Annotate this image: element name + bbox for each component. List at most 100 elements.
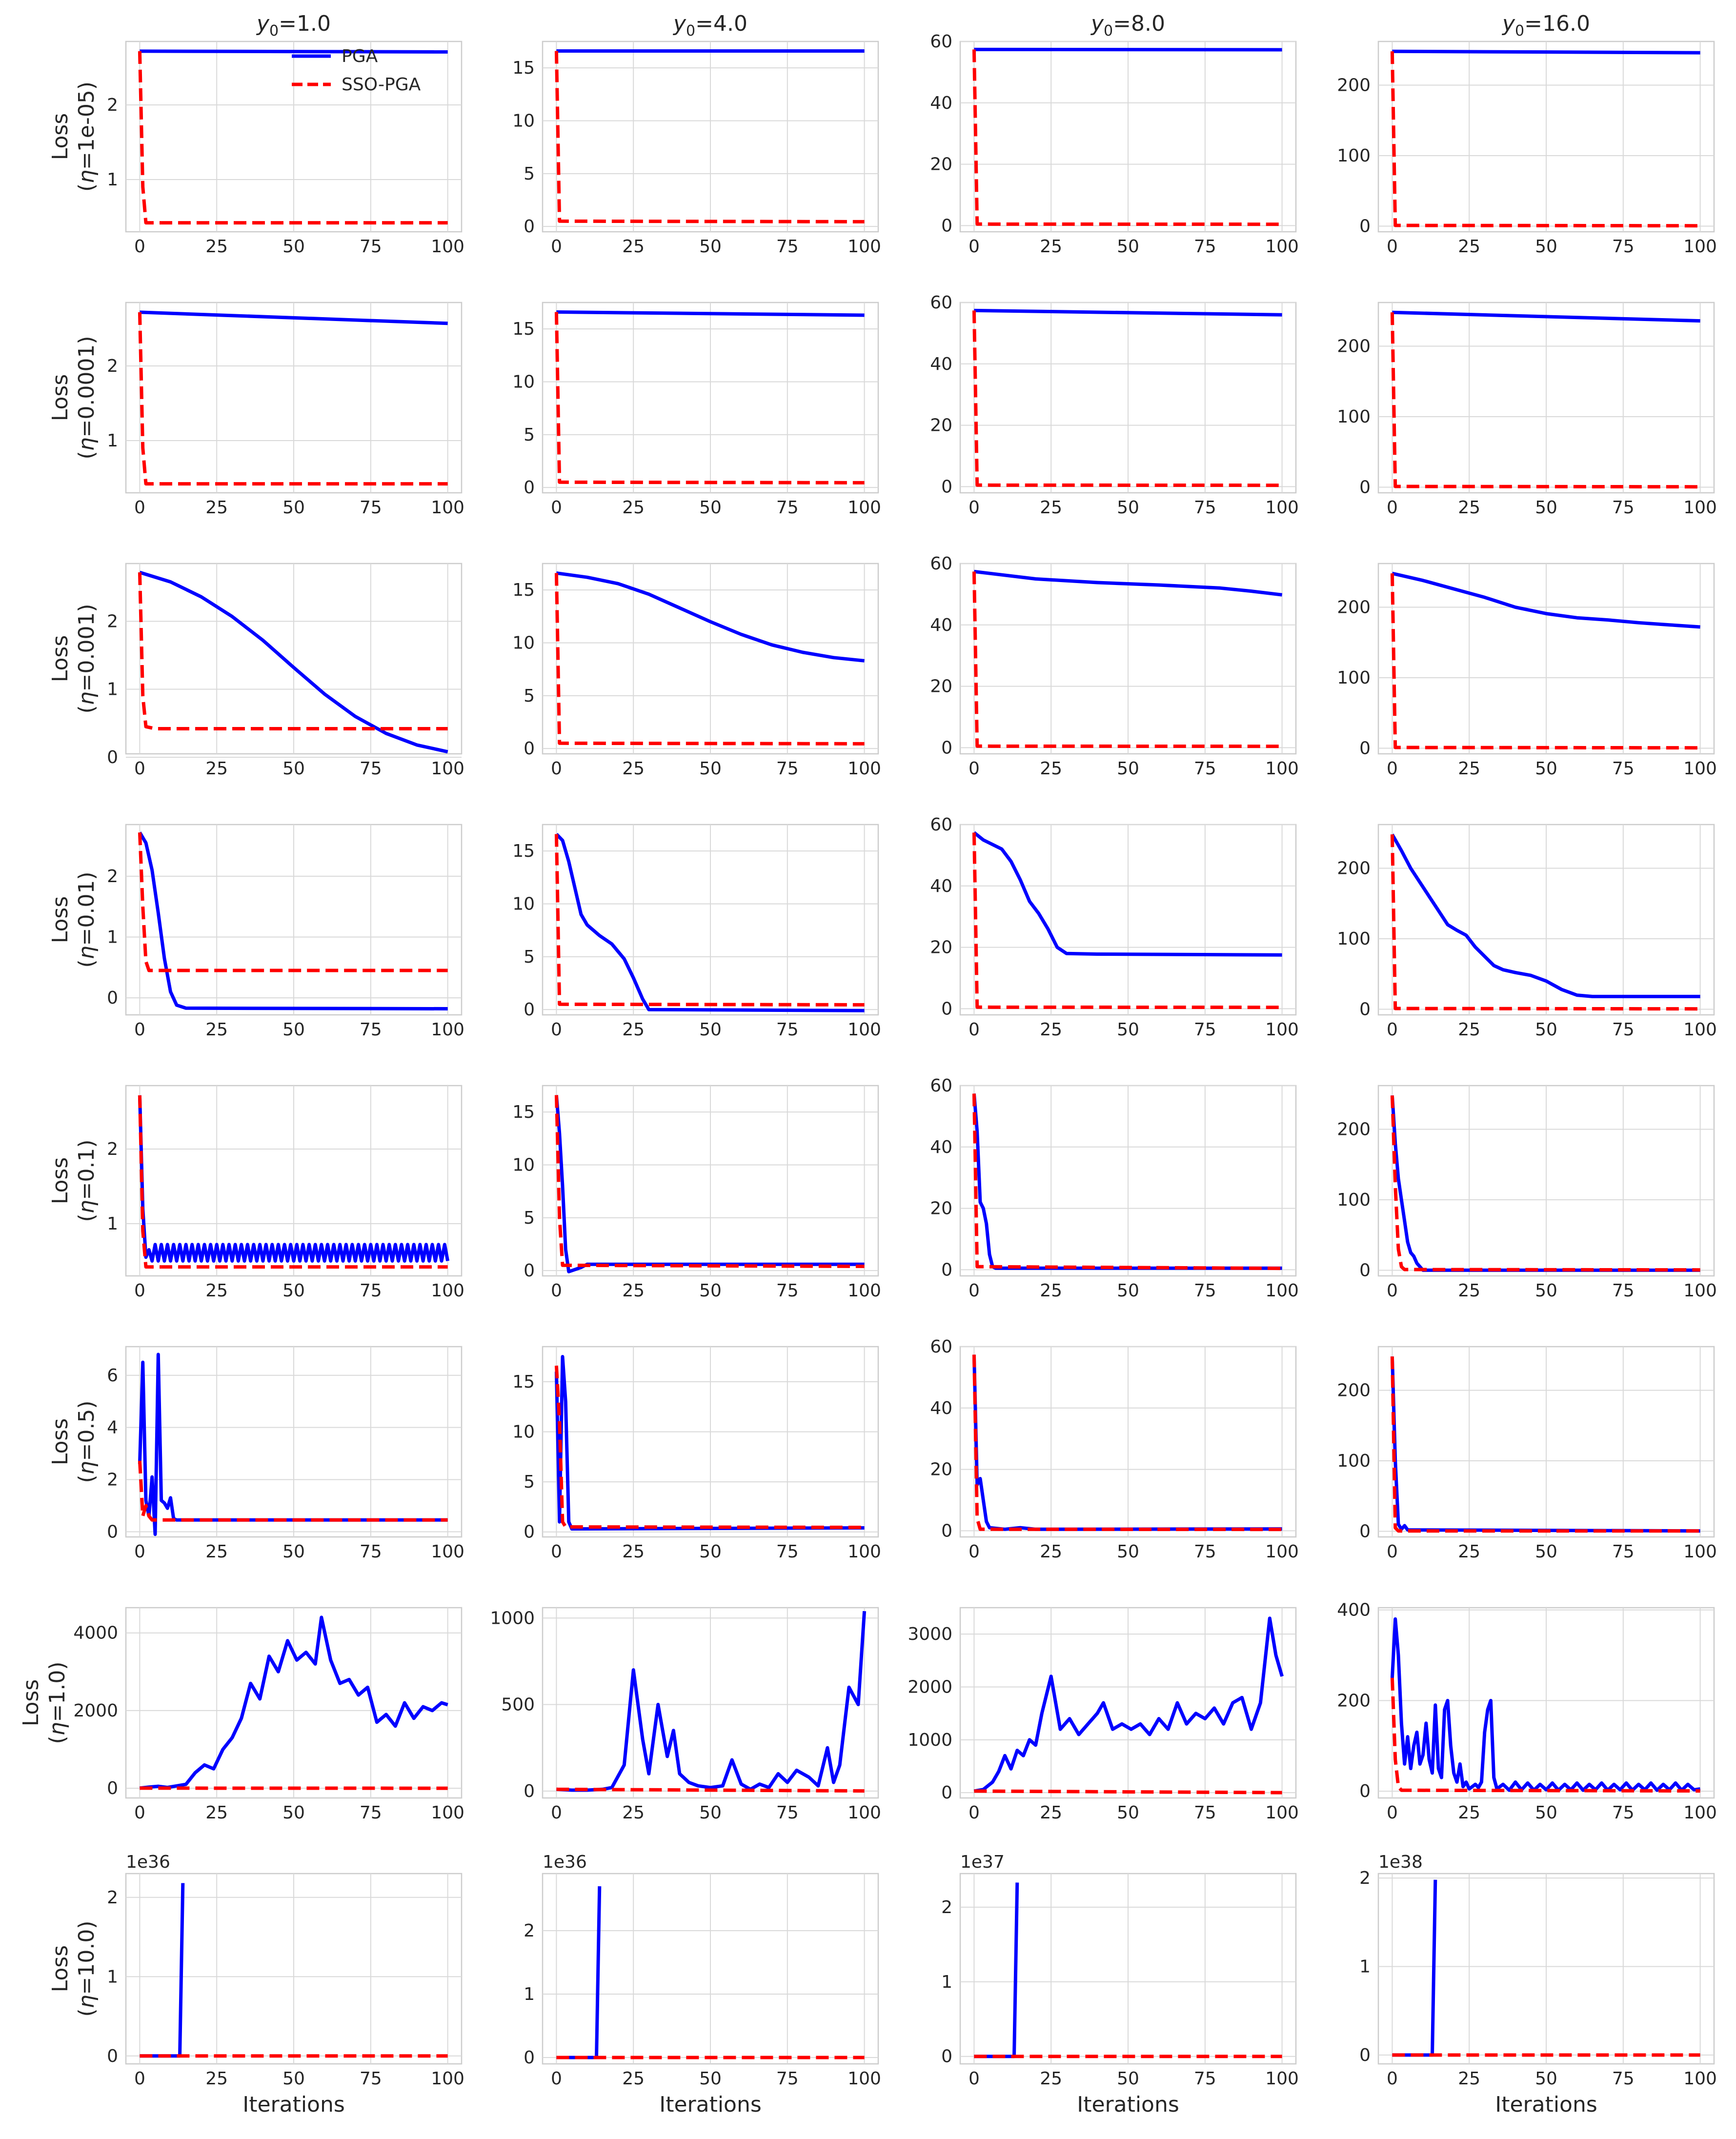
x-tick-label: 50 <box>1117 1020 1139 1040</box>
x-tick-label: 50 <box>699 2069 722 2089</box>
x-tick-label: 0 <box>1387 2069 1398 2089</box>
y-tick-label: 0 <box>524 478 535 498</box>
x-tick-label: 75 <box>776 1803 799 1823</box>
x-tick-label: 50 <box>699 237 722 257</box>
axis-exponent-label: 1e37 <box>960 1852 1005 1872</box>
column-title-value: =16.0 <box>1524 11 1590 36</box>
x-tick-label: 100 <box>848 759 881 779</box>
ylabel-eta-symbol: η <box>74 170 99 183</box>
x-tick-label: 0 <box>969 1281 980 1301</box>
y-tick-label: 5 <box>524 1208 535 1228</box>
y-tick-label: 100 <box>1337 1451 1371 1471</box>
y-tick-label: 6 <box>107 1366 118 1386</box>
x-tick-label: 0 <box>134 2069 145 2089</box>
y-tick-label: 0 <box>941 1783 952 1803</box>
column-title: y0=1.0 <box>256 11 331 40</box>
y-tick-label: 3000 <box>908 1624 952 1644</box>
x-tick-label: 50 <box>283 498 305 518</box>
y-tick-label: 0 <box>941 738 952 758</box>
x-tick-label: 75 <box>360 2069 382 2089</box>
x-tick-label: 50 <box>283 1803 305 1823</box>
ylabel-eta: (η=10.0) <box>74 1920 99 2017</box>
y-tick-label: 40 <box>930 615 952 635</box>
ylabel-eta-symbol: η <box>74 1461 99 1474</box>
x-tick-label: 0 <box>134 1803 145 1823</box>
x-tick-label: 25 <box>1458 2069 1480 2089</box>
y-tick-label: 0 <box>524 2048 535 2068</box>
x-tick-label: 50 <box>1535 1803 1557 1823</box>
x-tick-label: 100 <box>1265 498 1299 518</box>
x-tick-label: 0 <box>969 759 980 779</box>
x-tick-label: 0 <box>134 498 145 518</box>
y-tick-label: 15 <box>512 1102 535 1122</box>
ylabel-eta: (η=0.1) <box>74 1139 99 1222</box>
x-tick-label: 75 <box>1194 1020 1216 1040</box>
x-tick-label: 0 <box>551 759 562 779</box>
y-tick-label: 20 <box>930 1199 952 1219</box>
y-tick-label: 100 <box>1337 668 1371 688</box>
y-tick-label: 2 <box>107 95 118 115</box>
row-ylabel: Loss(η=0.001) <box>48 604 99 713</box>
x-tick-label: 25 <box>1040 1542 1062 1562</box>
y-tick-label: 0 <box>107 1778 118 1798</box>
x-tick-label: 75 <box>1612 1281 1635 1301</box>
x-tick-label: 0 <box>1387 237 1398 257</box>
y-tick-label: 0 <box>941 2047 952 2067</box>
y-tick-label: 15 <box>512 580 535 600</box>
y-tick-label: 0 <box>107 1522 118 1542</box>
ylabel-eta-value: =0.01) <box>74 871 99 946</box>
y-tick-label: 40 <box>930 354 952 374</box>
x-tick-label: 100 <box>431 1281 464 1301</box>
ylabel-eta-value: =10.0) <box>74 1920 99 1995</box>
ylabel-loss: Loss <box>48 635 73 683</box>
x-tick-label: 100 <box>1265 2069 1299 2089</box>
x-tick-label: 75 <box>1612 1542 1635 1562</box>
y-tick-label: 20 <box>930 938 952 958</box>
x-tick-label: 75 <box>360 1281 382 1301</box>
column-title-subscript: 0 <box>269 22 279 40</box>
ylabel-eta: (η=0.0001) <box>74 336 99 459</box>
y-tick-label: 0 <box>941 477 952 497</box>
x-tick-label: 0 <box>134 759 145 779</box>
y-tick-label: 1 <box>107 1967 118 1987</box>
x-tick-label: 50 <box>699 1542 722 1562</box>
x-tick-label: 0 <box>969 237 980 257</box>
x-tick-label: 0 <box>551 1803 562 1823</box>
x-tick-label: 50 <box>1535 2069 1557 2089</box>
y-tick-label: 0 <box>1359 738 1371 758</box>
column-title-symbol: y <box>1090 11 1104 36</box>
ylabel-eta-value: =0.5) <box>74 1400 99 1461</box>
y-tick-label: 40 <box>930 1137 952 1157</box>
y-tick-label: 2 <box>107 356 118 376</box>
y-tick-label: 2 <box>524 1921 535 1941</box>
y-tick-label: 1000 <box>490 1608 535 1628</box>
x-tick-label: 100 <box>1265 1803 1299 1823</box>
y-tick-label: 200 <box>1337 76 1371 96</box>
x-tick-label: 50 <box>283 1281 305 1301</box>
y-tick-label: 0 <box>107 747 118 767</box>
x-tick-label: 0 <box>134 1542 145 1562</box>
x-tick-label: 100 <box>848 2069 881 2089</box>
x-tick-label: 50 <box>283 2069 305 2089</box>
x-tick-label: 25 <box>622 2069 645 2089</box>
legend-label-sso-pga: SSO-PGA <box>342 75 421 95</box>
y-tick-label: 5 <box>524 1472 535 1492</box>
y-tick-label: 200 <box>1337 1691 1371 1711</box>
series-line-pga <box>974 49 1282 50</box>
y-tick-label: 100 <box>1337 146 1371 166</box>
series-line-pga <box>1392 51 1700 53</box>
y-tick-label: 0 <box>941 999 952 1019</box>
ylabel-paren: ( <box>74 705 99 713</box>
